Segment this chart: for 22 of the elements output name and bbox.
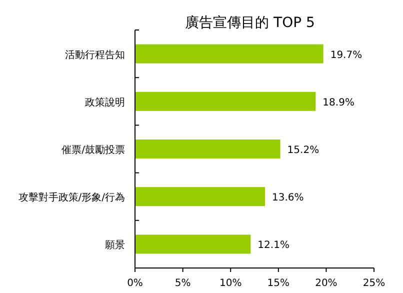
- y-tick-label: 政策說明: [85, 96, 125, 108]
- y-tick-label: 活動行程告知: [65, 48, 125, 61]
- bar: [135, 92, 316, 111]
- x-tick-label: 5%: [174, 278, 191, 289]
- bar: [135, 44, 324, 64]
- data-label: 19.7%: [330, 50, 362, 61]
- x-tick-label: 25%: [362, 278, 386, 289]
- data-label: 13.6%: [272, 192, 304, 204]
- y-tick-label: 催票/鼓勵投票: [62, 144, 125, 156]
- data-label: 18.9%: [322, 97, 354, 108]
- chart-title: 廣告宣傳目的 TOP 5: [185, 15, 315, 31]
- bar: [135, 187, 266, 206]
- x-tick-label: 0%: [127, 278, 143, 289]
- bar: [135, 234, 251, 254]
- y-tick-label: 攻擊對手政策/形象/行為: [18, 192, 125, 204]
- x-tick-label: 20%: [315, 278, 338, 289]
- data-label: 15.2%: [287, 145, 320, 156]
- y-tick-label: 願景: [105, 239, 125, 252]
- x-tick-label: 10%: [219, 278, 242, 289]
- bar: [135, 139, 280, 159]
- data-label: 12.1%: [258, 240, 290, 252]
- x-tick-label: 15%: [267, 278, 290, 289]
